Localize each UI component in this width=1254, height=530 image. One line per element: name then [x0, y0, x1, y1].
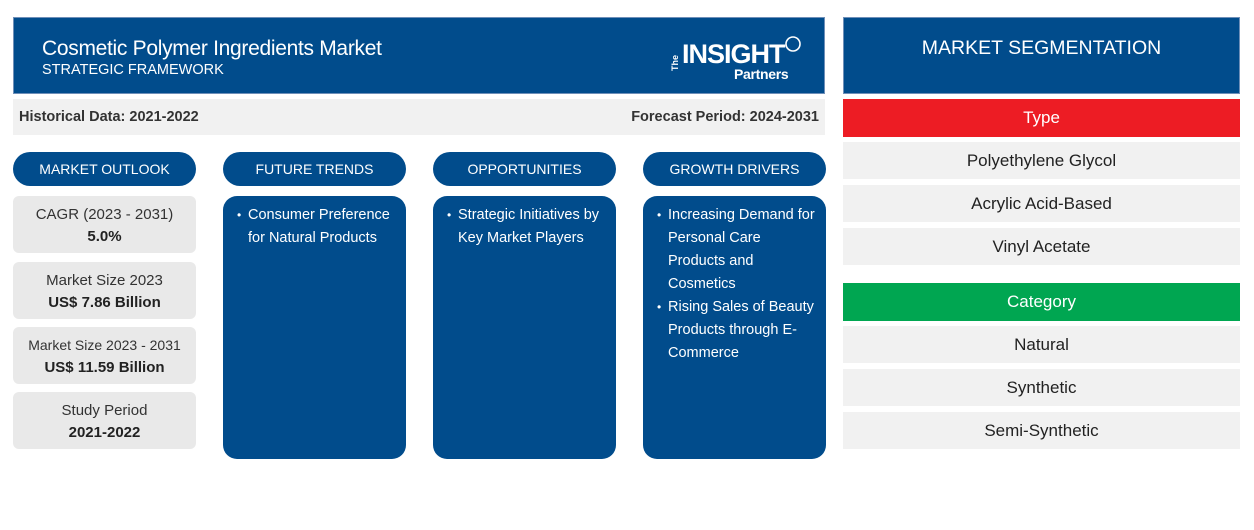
segment-item: Acrylic Acid-Based — [843, 185, 1240, 222]
stat-market-size-2031: Market Size 2023 - 2031 US$ 11.59 Billio… — [13, 327, 196, 384]
list-item: Rising Sales of Beauty Products through … — [657, 296, 818, 365]
report-subtitle: STRATEGIC FRAMEWORK — [42, 62, 224, 78]
insight-partners-logo: The INSIGHT Partners — [666, 33, 806, 83]
segment-item: Vinyl Acetate — [843, 228, 1240, 265]
market-outlook-header: MARKET OUTLOOK — [13, 152, 196, 186]
stat-label: Study Period — [61, 402, 148, 419]
future-trends-header: FUTURE TRENDS — [223, 152, 406, 186]
segment-category-header: Category — [843, 283, 1240, 321]
stat-value: US$ 11.59 Billion — [44, 359, 165, 376]
logo-circle-icon — [785, 36, 801, 52]
logo-partners-text: Partners — [734, 66, 789, 82]
growth-drivers-header: GROWTH DRIVERS — [643, 152, 826, 186]
stat-label: CAGR (2023 - 2031) — [35, 206, 174, 223]
segment-item: Natural — [843, 326, 1240, 363]
logo-insight-text: INSIGHT — [682, 39, 786, 69]
stat-study-period: Study Period 2021-2022 — [13, 392, 196, 449]
opportunities-header: OPPORTUNITIES — [433, 152, 616, 186]
segment-item: Synthetic — [843, 369, 1240, 406]
report-title: Cosmetic Polymer Ingredients Market — [42, 37, 382, 60]
stat-cagr: CAGR (2023 - 2031) 5.0% — [13, 196, 196, 253]
future-trends-card: Consumer Preference for Natural Products — [223, 196, 406, 459]
logo-the-text: The — [670, 54, 680, 71]
forecast-period: Forecast Period: 2024-2031 — [631, 109, 819, 125]
stat-value: 2021-2022 — [68, 424, 141, 441]
stat-label: Market Size 2023 — [46, 272, 163, 289]
stat-label: Market Size 2023 - 2031 — [28, 337, 181, 353]
segment-item: Polyethylene Glycol — [843, 142, 1240, 179]
list-item: Consumer Preference for Natural Products — [237, 204, 398, 250]
segmentation-title: MARKET SEGMENTATION — [843, 17, 1240, 94]
historical-data: Historical Data: 2021-2022 — [19, 109, 199, 125]
stat-value: 5.0% — [87, 228, 122, 245]
stat-market-size-2023: Market Size 2023 US$ 7.86 Billion — [13, 262, 196, 319]
report-header: Cosmetic Polymer Ingredients Market STRA… — [13, 17, 825, 94]
segment-item: Semi-Synthetic — [843, 412, 1240, 449]
period-bar: Historical Data: 2021-2022 Forecast Peri… — [13, 99, 825, 135]
growth-drivers-card: Increasing Demand for Personal Care Prod… — [643, 196, 826, 459]
list-item: Strategic Initiatives by Key Market Play… — [447, 204, 608, 250]
list-item: Increasing Demand for Personal Care Prod… — [657, 204, 818, 296]
segment-type-header: Type — [843, 99, 1240, 137]
opportunities-card: Strategic Initiatives by Key Market Play… — [433, 196, 616, 459]
stat-value: US$ 7.86 Billion — [48, 294, 161, 311]
